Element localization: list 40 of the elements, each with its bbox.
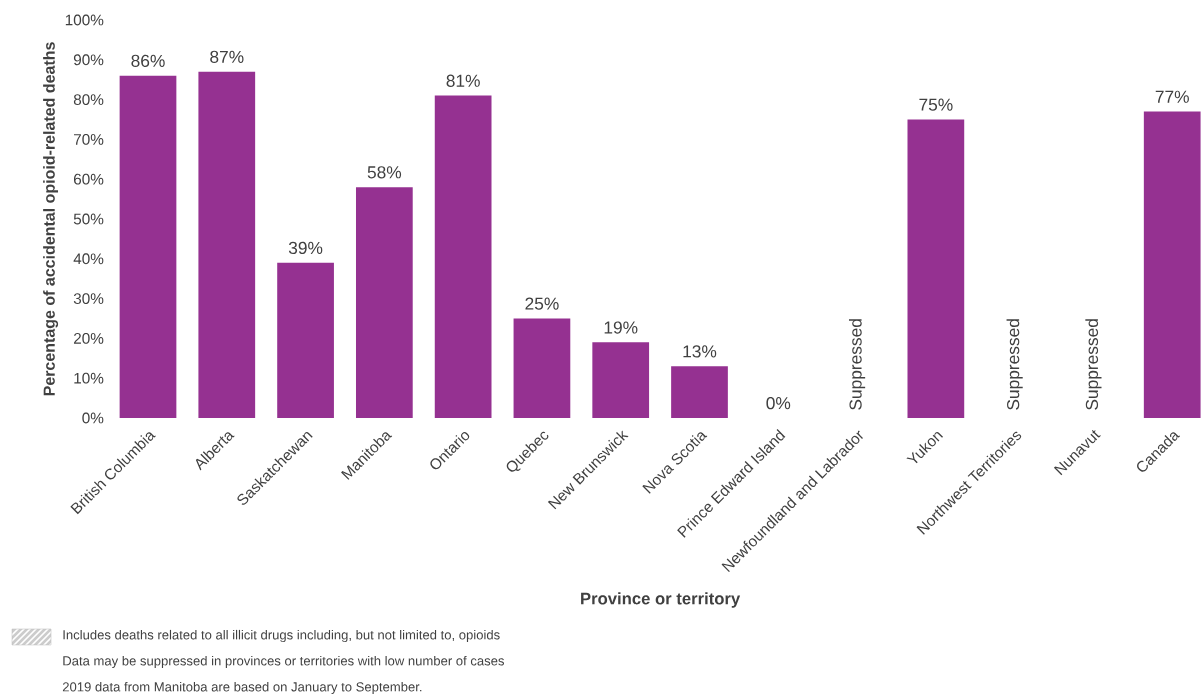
data-label: 86%: [131, 54, 165, 67]
bar: [277, 262, 334, 418]
bar: [513, 318, 571, 418]
data-label: 19%: [604, 321, 638, 334]
bar: [198, 71, 256, 418]
text: Includes deaths related to all illicit drugs including, but not limited to, opioids: [63, 629, 500, 643]
y-tick-label: 90%: [73, 54, 104, 66]
text: Data may be suppressed in provinces or territories with low number of cases: [63, 655, 505, 669]
y-tick-label: 30%: [73, 293, 104, 304]
text: Suppressed: [1006, 319, 1023, 410]
y-tick-label: 100%: [65, 14, 104, 26]
y-tick-label: 20%: [73, 332, 104, 344]
data-label: 58%: [367, 166, 402, 179]
y-tick-label: 60%: [73, 173, 104, 185]
text: Suppressed: [848, 319, 866, 410]
data-label: 87%: [210, 50, 244, 63]
data-label: 39%: [288, 241, 323, 255]
data-label: 25%: [525, 297, 559, 310]
data-label: 13%: [683, 345, 717, 358]
y-axis-title: Percentage of accidental opioid-related deaths: [43, 42, 59, 396]
data-label: 77%: [1155, 90, 1189, 103]
bar: [671, 366, 728, 418]
y-tick-label: 50%: [73, 213, 104, 225]
text: 2019 data from Manitoba are based on January to September.: [62, 681, 422, 694]
y-tick-label: 80%: [73, 94, 104, 105]
bar: [1143, 111, 1201, 418]
data-label: 81%: [446, 74, 480, 87]
data-label: 75%: [919, 98, 953, 111]
y-tick-label: 40%: [73, 253, 104, 265]
text: Suppressed: [1085, 319, 1102, 410]
bar: [119, 75, 177, 418]
bar: [434, 95, 492, 418]
bar: [592, 342, 650, 418]
y-tick-label: 10%: [74, 372, 104, 384]
x-axis-title: Province or territory: [581, 592, 741, 608]
y-tick-label: 70%: [74, 133, 104, 145]
y-tick-label: 0%: [82, 412, 104, 424]
bar: [355, 187, 413, 418]
bar: [907, 119, 965, 418]
data-label: 0%: [766, 396, 791, 410]
